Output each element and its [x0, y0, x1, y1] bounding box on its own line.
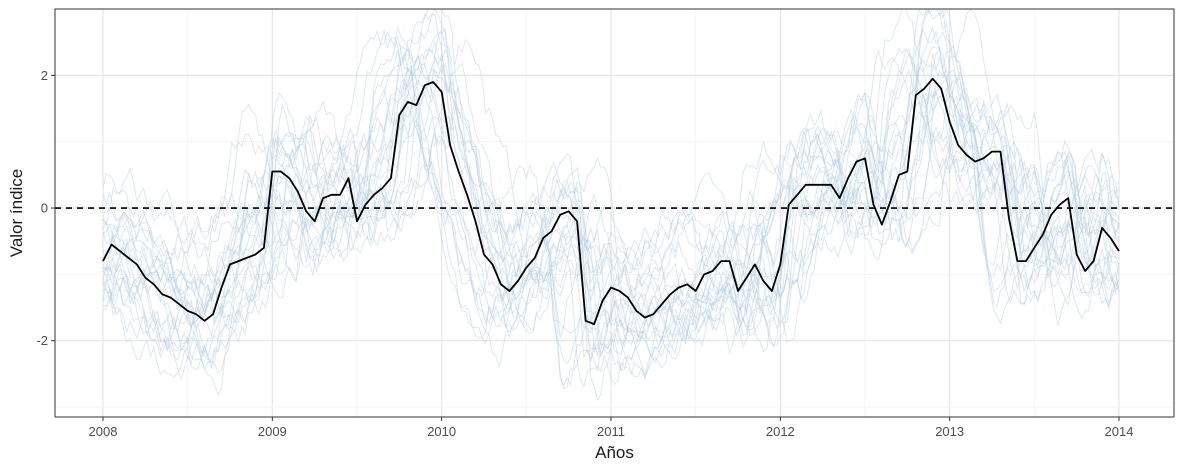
- ensemble-line: [102, 25, 1120, 372]
- main-series: [102, 77, 1120, 326]
- y-tick-label: -2: [36, 333, 48, 348]
- ensemble-line: [102, 74, 1120, 382]
- y-axis-title: Valor índice: [7, 169, 26, 258]
- ensemble-line: [102, 46, 1120, 272]
- y-tick-label: 0: [41, 201, 48, 216]
- ensemble-line: [102, 46, 1120, 402]
- ensemble-line: [102, 68, 1120, 350]
- ensemble-line: [102, 13, 1120, 336]
- ensemble-line: [102, 29, 1120, 282]
- ensemble-line: [102, 7, 1120, 359]
- ensemble-line: [102, 90, 1120, 371]
- plot-border: [54, 8, 1175, 418]
- ensemble-line: [102, 48, 1120, 390]
- x-tick-label: 2011: [597, 424, 625, 439]
- ensemble-line: [102, 92, 1120, 389]
- ensemble-line: [102, 40, 1120, 318]
- x-tick-label: 2009: [258, 424, 287, 439]
- ensemble-line: [102, 9, 1120, 329]
- x-tick-label: 2013: [935, 424, 964, 439]
- x-tick-label: 2014: [1105, 424, 1134, 439]
- ensemble-lines: [102, 7, 1120, 402]
- ensemble-line: [102, 48, 1120, 365]
- ensemble-line: [102, 66, 1120, 286]
- grid: [55, 8, 1174, 417]
- ensemble-line: [102, 35, 1120, 387]
- x-tick-label: 2012: [766, 424, 795, 439]
- ensemble-line: [102, 44, 1120, 329]
- ensemble-line: [102, 64, 1120, 379]
- x-axis: 2008 2009 2010 2011 2012 2013 2014: [89, 417, 1134, 439]
- x-tick-label: 2008: [89, 424, 118, 439]
- x-axis-title: Años: [595, 443, 634, 462]
- ensemble-line: [102, 99, 1120, 343]
- ensemble-line: [102, 8, 1120, 330]
- x-tick-label: 2010: [427, 424, 456, 439]
- y-tick-label: 2: [41, 68, 48, 83]
- main-series-line: [102, 77, 1120, 326]
- ensemble-line: [102, 62, 1120, 374]
- ensemble-line: [102, 7, 1120, 310]
- ensemble-line: [102, 8, 1120, 343]
- ensemble-line: [102, 108, 1120, 344]
- y-axis: -2 0 2: [36, 68, 55, 348]
